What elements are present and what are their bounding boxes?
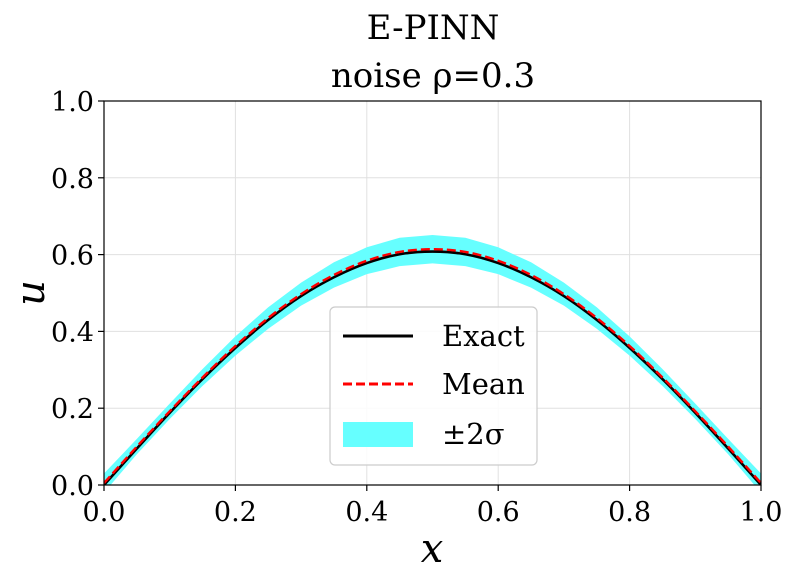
legend: Exact Mean ±2σ [329, 306, 538, 466]
x-axis-label: x [421, 526, 444, 572]
x-tick-label: 0.6 [477, 497, 520, 528]
y-tick-label: 0.0 [51, 471, 94, 502]
y-tick-label: 1.0 [51, 87, 94, 118]
y-axis: 0.0 0.2 0.4 0.6 0.8 1.0 [51, 87, 104, 502]
y-tick-label: 0.2 [51, 394, 94, 425]
x-tick-label: 0.4 [345, 497, 388, 528]
x-tick-label: 0.0 [83, 497, 126, 528]
x-axis: 0.0 0.2 0.4 0.6 0.8 1.0 [83, 485, 783, 528]
chart-title: E-PINN [367, 8, 500, 48]
legend-band-swatch [343, 422, 413, 447]
legend-mean-label: Mean [442, 367, 525, 401]
legend-band-label: ±2σ [442, 417, 505, 451]
x-tick-label: 1.0 [740, 497, 783, 528]
series-layer [104, 235, 761, 485]
y-tick-label: 0.4 [51, 317, 94, 348]
y-tick-label: 0.8 [51, 164, 94, 195]
y-axis-label: u [8, 280, 54, 306]
legend-exact-label: Exact [442, 319, 525, 353]
plot-frame [103, 100, 762, 486]
y-tick-label: 0.6 [51, 241, 94, 272]
x-tick-label: 0.2 [214, 497, 257, 528]
x-tick-label: 0.8 [608, 497, 651, 528]
mean-line [104, 248, 761, 484]
chart-subtitle: noise ρ=0.3 [331, 56, 535, 96]
